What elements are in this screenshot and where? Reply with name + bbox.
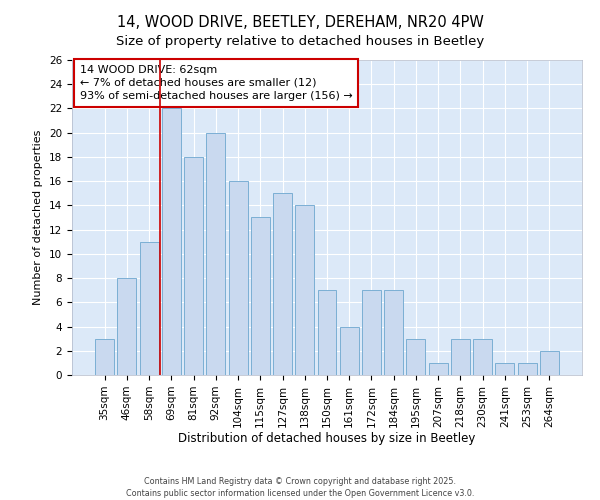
Bar xyxy=(206,132,225,375)
Text: Contains HM Land Registry data © Crown copyright and database right 2025.
Contai: Contains HM Land Registry data © Crown c… xyxy=(126,476,474,498)
Bar xyxy=(473,338,492,375)
Bar xyxy=(317,290,337,375)
Y-axis label: Number of detached properties: Number of detached properties xyxy=(34,130,43,305)
Text: 14 WOOD DRIVE: 62sqm
← 7% of detached houses are smaller (12)
93% of semi-detach: 14 WOOD DRIVE: 62sqm ← 7% of detached ho… xyxy=(80,64,352,101)
Bar xyxy=(340,326,359,375)
Bar xyxy=(184,157,203,375)
Text: 14, WOOD DRIVE, BEETLEY, DEREHAM, NR20 4PW: 14, WOOD DRIVE, BEETLEY, DEREHAM, NR20 4… xyxy=(116,15,484,30)
Bar xyxy=(273,194,292,375)
Bar xyxy=(540,351,559,375)
Bar xyxy=(406,338,425,375)
X-axis label: Distribution of detached houses by size in Beetley: Distribution of detached houses by size … xyxy=(178,432,476,446)
Bar xyxy=(429,363,448,375)
Bar xyxy=(295,206,314,375)
Bar xyxy=(451,338,470,375)
Bar xyxy=(384,290,403,375)
Text: Size of property relative to detached houses in Beetley: Size of property relative to detached ho… xyxy=(116,35,484,48)
Bar xyxy=(140,242,158,375)
Bar xyxy=(95,338,114,375)
Bar xyxy=(229,181,248,375)
Bar xyxy=(118,278,136,375)
Bar xyxy=(162,108,181,375)
Bar xyxy=(251,218,270,375)
Bar xyxy=(496,363,514,375)
Bar xyxy=(518,363,536,375)
Bar xyxy=(362,290,381,375)
